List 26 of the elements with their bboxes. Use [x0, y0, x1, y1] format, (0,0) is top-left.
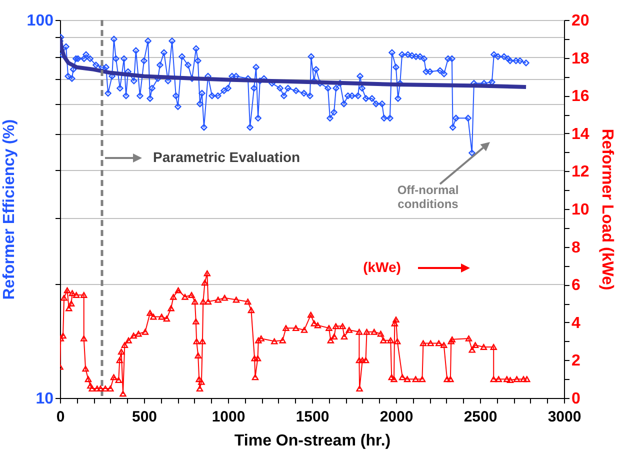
x-axis-title: Time On-stream (hr.) [234, 432, 391, 450]
x-tick-label: 1000 [212, 408, 246, 426]
y-tick-label: 100 [26, 12, 54, 30]
annotation: (kWe) [363, 259, 401, 275]
y2-tick-label: 10 [572, 202, 590, 218]
x-tick-label: 2500 [464, 408, 498, 426]
line-series [60, 35, 528, 89]
y2-tick-label: 8 [572, 239, 580, 256]
y2-tick-label: 18 [572, 50, 590, 68]
y2-tick-label: 6 [572, 277, 580, 294]
x-tick-label: 3000 [548, 408, 582, 426]
y2-tick-label: 20 [572, 12, 590, 30]
annotation: Off-normal conditions [397, 183, 459, 211]
x-tick-label: 500 [132, 408, 158, 426]
y2-tick-label: 0 [572, 390, 580, 408]
y2-tick-label: 16 [572, 88, 590, 106]
y2-tick-label: 12 [572, 164, 590, 181]
y-axis-title: Reformer Efficiency (%) [0, 119, 18, 300]
y2-axis-title: Reformer Load (kWe) [598, 128, 616, 290]
y2-tick-label: 4 [572, 314, 580, 332]
x-tick-label: 0 [56, 408, 65, 426]
y2-tick-label: 2 [572, 352, 580, 370]
x-tick-label: 2000 [380, 408, 414, 426]
y2-tick-label: 14 [572, 126, 590, 143]
annotation: Parametric Evaluation [153, 149, 300, 165]
x-tick-label: 1500 [296, 408, 330, 426]
